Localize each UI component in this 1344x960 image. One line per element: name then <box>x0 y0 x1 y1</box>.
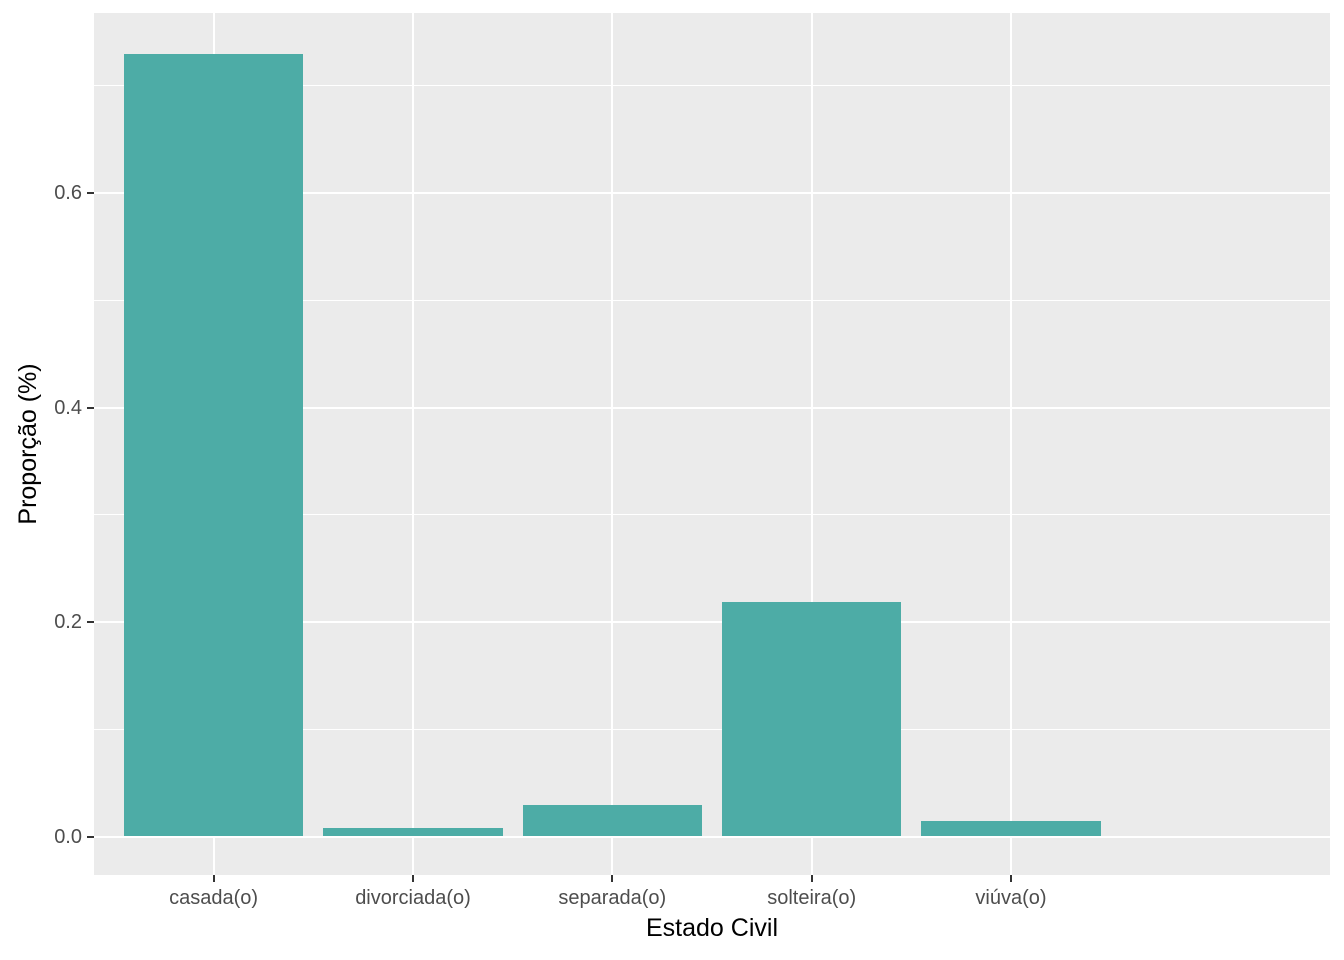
major-gridline-vertical <box>412 13 414 875</box>
y-tick-label: 0.6 <box>54 181 82 204</box>
minor-gridline <box>94 84 1330 86</box>
major-gridline <box>94 836 1330 839</box>
x-tick-label: viúva(o) <box>975 887 1047 909</box>
x-tick-label: separada(o) <box>558 887 667 909</box>
major-gridline <box>94 191 1330 194</box>
y-tick-label: 0.4 <box>54 396 82 419</box>
x-axis-title: Estado Civil <box>646 914 778 942</box>
minor-gridline <box>94 299 1330 301</box>
major-gridline-vertical <box>1010 13 1012 875</box>
minor-gridline <box>94 514 1330 516</box>
y-tick-mark <box>87 191 94 194</box>
x-tick-label: solteira(o) <box>767 887 857 909</box>
major-gridline <box>94 406 1330 409</box>
x-tick-mark <box>1010 875 1012 882</box>
x-tick-mark <box>412 875 414 882</box>
bar-separadao <box>522 805 702 837</box>
y-axis-title: Proporção (%) <box>14 363 42 525</box>
x-tick-mark <box>810 875 813 882</box>
y-tick-mark <box>87 406 94 409</box>
plot-panel <box>94 13 1330 875</box>
bar-solteirao <box>722 602 902 837</box>
x-tick-label: casada(o) <box>169 887 259 909</box>
x-tick-mark <box>212 875 215 882</box>
major-gridline-vertical <box>810 13 813 875</box>
major-gridline-vertical <box>611 13 614 875</box>
x-tick-mark <box>611 875 614 882</box>
bar-divorciadao <box>323 827 503 837</box>
y-tick-mark <box>87 621 94 624</box>
x-tick-label: divorciada(o) <box>355 887 471 909</box>
y-tick-mark <box>87 836 94 839</box>
y-tick-label: 0.2 <box>54 611 82 634</box>
minor-gridline <box>94 729 1330 731</box>
major-gridline <box>94 621 1330 624</box>
y-tick-label: 0.0 <box>54 826 82 849</box>
bar-casadao <box>123 53 304 837</box>
bar-vivao <box>921 821 1101 837</box>
